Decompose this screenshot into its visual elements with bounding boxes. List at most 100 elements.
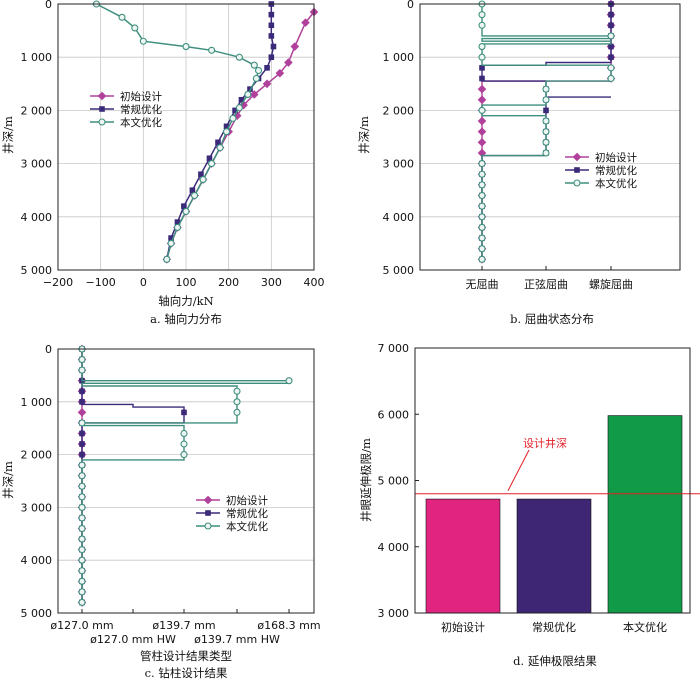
panel-a-legend-marker bbox=[99, 106, 105, 112]
panel-a-series-marker bbox=[244, 90, 252, 98]
panel-a-series-marker bbox=[268, 54, 275, 60]
panel-d-ytick-label: 7 000 bbox=[378, 342, 410, 355]
panel-d-annotation-leader bbox=[507, 449, 530, 491]
panel-c-legend-marker bbox=[204, 522, 212, 530]
panel-b-series-marker bbox=[478, 202, 486, 210]
panel-b-series-marker bbox=[607, 32, 615, 40]
panel-a-ytick-label: 5 000 bbox=[21, 264, 53, 277]
panel-a-plot-frame bbox=[57, 3, 315, 271]
panel-a-series-marker bbox=[264, 65, 270, 71]
panel-c-series-marker bbox=[180, 440, 188, 448]
panel-c-ytick-label: 0 bbox=[45, 343, 52, 356]
panel-c-ytick-label: 4 000 bbox=[21, 554, 53, 567]
panel-c-series-marker bbox=[78, 546, 86, 554]
panel-b-series-marker bbox=[478, 181, 486, 189]
panel-d-ylabel: 井眼延伸极限/m bbox=[359, 438, 373, 522]
panel-c-series-marker bbox=[78, 577, 86, 585]
panel-c-xtick-label: ø139.7 mm bbox=[152, 619, 215, 632]
panel-c-series-marker bbox=[180, 429, 188, 438]
panel-a-series-marker bbox=[275, 68, 285, 78]
panel-c-series-marker bbox=[78, 461, 86, 469]
panel-a-series-marker bbox=[268, 22, 275, 29]
panel-b-series-marker bbox=[478, 234, 486, 242]
panel-c-series-marker bbox=[181, 409, 187, 416]
panel-a-ylabel: 井深/m bbox=[1, 116, 15, 154]
panel-a-series-marker bbox=[182, 207, 190, 216]
panel-d-xtick-label: 常规优化 bbox=[532, 620, 576, 634]
panel-b-legend-label: 初始设计 bbox=[595, 151, 637, 164]
panel-a-series-marker bbox=[249, 90, 259, 99]
panel-a-xtick-label: 100 bbox=[176, 276, 197, 289]
panel-a-series-marker bbox=[270, 43, 277, 50]
panel-d-bar bbox=[516, 498, 592, 614]
panel-c-series-marker bbox=[78, 366, 86, 374]
panel-b-xtick-label: 正弦屈曲 bbox=[524, 277, 568, 291]
panel-d-ytick-label: 3 000 bbox=[378, 607, 410, 620]
panel-a-series-marker bbox=[174, 219, 181, 225]
panel-c-series-marker bbox=[180, 451, 188, 459]
panel-a-legend-marker bbox=[98, 118, 106, 126]
panel-a-series-marker bbox=[262, 79, 272, 89]
panel-c-ylabel: 井深/m bbox=[1, 461, 15, 499]
panel-c-series-marker bbox=[233, 408, 241, 416]
panel-a-series-marker bbox=[235, 104, 243, 112]
panel-a-xtick-label: 400 bbox=[304, 276, 325, 289]
panel-c-series-marker bbox=[78, 503, 86, 511]
panel-a-legend-marker bbox=[97, 91, 107, 101]
panel-d-caption: d. 延伸极限结果 bbox=[513, 654, 597, 668]
panel-b-caption: b. 屈曲状态分布 bbox=[510, 312, 594, 326]
panel-a-legend-label: 初始设计 bbox=[120, 90, 162, 103]
panel-a-series-marker bbox=[181, 203, 187, 209]
panel-a-ytick-label: 2 000 bbox=[21, 104, 53, 117]
panel-b-xtick-label: 螺旋屈曲 bbox=[589, 277, 633, 291]
panel-c-series-marker bbox=[233, 398, 241, 406]
panel-a-xtick-label: 300 bbox=[261, 276, 282, 289]
panel-a-series-marker bbox=[189, 187, 196, 193]
panel-c-xtick-label: ø127.0 mm bbox=[50, 619, 113, 632]
panel-c-xtick-label: ø139.7 mm HW bbox=[194, 633, 280, 646]
panel-c-series-marker bbox=[78, 535, 86, 543]
panel-a-series-marker bbox=[206, 155, 213, 162]
panel-a-series-marker bbox=[167, 239, 175, 247]
panel-c-xtick-label: ø127.0 mm HW bbox=[90, 633, 176, 646]
panel-a-series-marker bbox=[222, 128, 231, 136]
panel-b-ytick-label: 3 000 bbox=[383, 158, 415, 171]
panel-a-series-marker bbox=[168, 235, 174, 241]
panel-a-xtick-label: −200 bbox=[43, 276, 73, 289]
panel-c-series-marker bbox=[79, 430, 85, 437]
panel-a-series-marker bbox=[254, 66, 263, 75]
panel-b-series-marker bbox=[478, 43, 486, 51]
panel-b-series-marker bbox=[542, 117, 550, 125]
panel-b-ytick-label: 4 000 bbox=[383, 211, 415, 224]
panel-b-ytick-label: 1 000 bbox=[383, 51, 415, 64]
panel-a-series-marker bbox=[229, 114, 237, 122]
panel-c-series-line bbox=[81, 349, 290, 603]
panel-c-series-marker bbox=[78, 598, 86, 606]
panel-b-series-marker bbox=[477, 127, 487, 136]
panel-d-xtick-label: 初始设计 bbox=[441, 620, 485, 634]
panel-c-series-marker bbox=[78, 472, 86, 480]
panel-c-legend-marker bbox=[205, 510, 211, 516]
panel-b-legend-label: 常规优化 bbox=[595, 164, 637, 177]
panel-d-ytick-label: 5 000 bbox=[378, 475, 410, 488]
panel-a-series-line bbox=[96, 3, 260, 260]
panel-a-series-marker bbox=[216, 144, 224, 152]
panel-c-ytick-label: 1 000 bbox=[21, 396, 53, 409]
panel-c-series-line bbox=[81, 349, 185, 603]
panel-b-series-marker bbox=[542, 128, 550, 136]
panel-b-series-marker bbox=[542, 96, 550, 104]
panel-a-ytick-label: 4 000 bbox=[21, 211, 53, 224]
panel-a-xtick-label: 0 bbox=[140, 276, 147, 289]
panel-a-series-marker bbox=[118, 13, 126, 21]
panel-a-series-marker bbox=[235, 53, 243, 61]
panel-c-xlabel: 管柱设计结果类型 bbox=[140, 649, 232, 663]
panel-a-ytick-label: 1 000 bbox=[21, 51, 53, 64]
panel-c-ytick-label: 5 000 bbox=[21, 607, 53, 620]
panel-a-xtick-label: 200 bbox=[218, 276, 239, 289]
panel-d-bar bbox=[607, 415, 683, 614]
panel-a-series-marker bbox=[238, 96, 245, 103]
panel-c-series-marker bbox=[79, 441, 85, 447]
panel-a-series-marker bbox=[182, 43, 190, 51]
panel-d-ytick-label: 6 000 bbox=[378, 408, 410, 421]
